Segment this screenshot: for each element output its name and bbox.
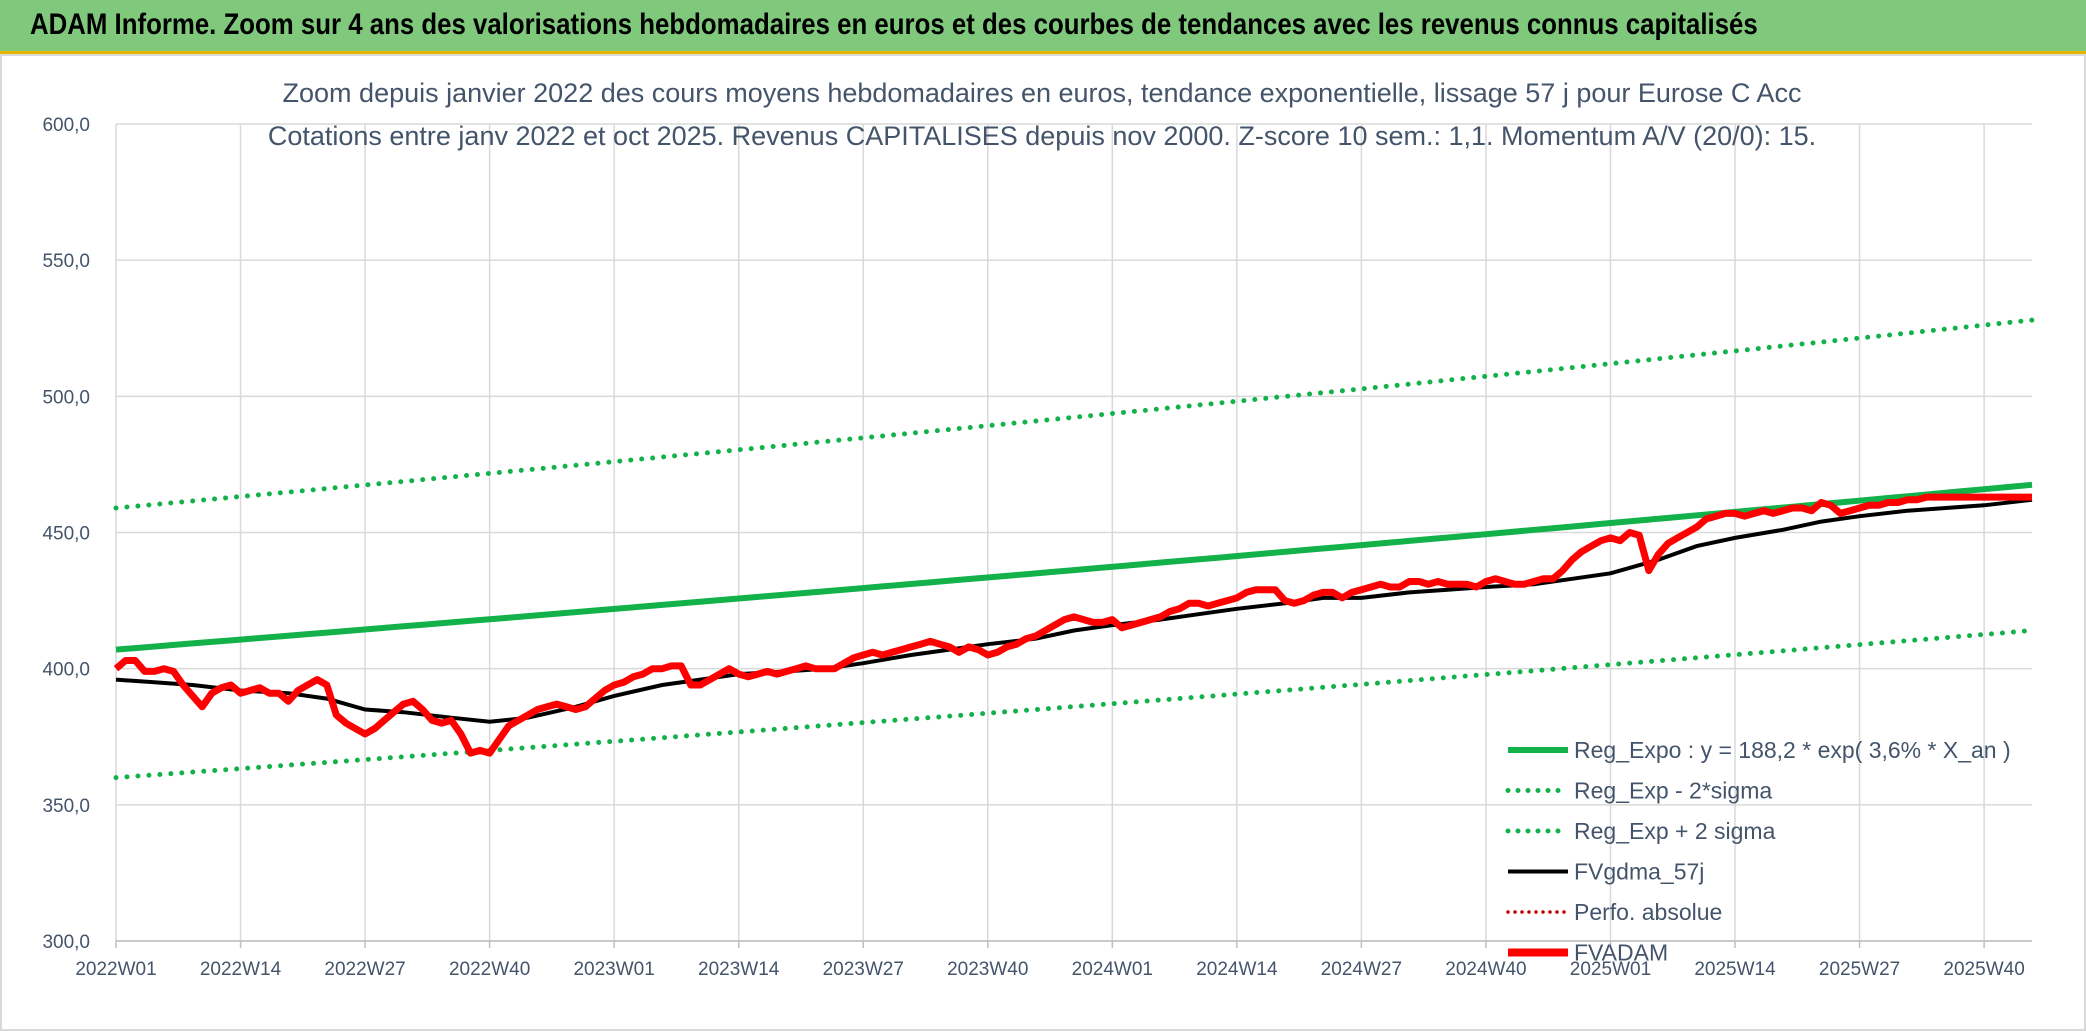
x-tick-label: 2024W27 [1321, 959, 1402, 980]
x-tick-label: 2024W14 [1196, 959, 1278, 980]
axis-labels: 300,0 350,0 400,0 450,0 500,0 550,0 600,0 2022W… [42, 115, 2024, 980]
banner-title: ADAM Informe. Zoom sur 4 ans des valoris… [30, 8, 1758, 41]
line-chart: 300,0 350,0 400,0 450,0 500,0 550,0 600,0 2022W… [42, 78, 2035, 980]
legend-label: Perfo. absolue [1574, 899, 1722, 925]
x-tick-label: 2022W01 [75, 959, 156, 980]
x-tick-label: 2023W27 [823, 959, 904, 980]
x-tick-label: 2023W40 [947, 959, 1028, 980]
x-tick-label: 2023W01 [573, 959, 654, 980]
legend: Reg_Expo : y = 188,2 * exp( 3,6% * X_an … [1505, 737, 2011, 966]
x-tick-label: 2025W27 [1819, 959, 1900, 980]
chart-area: 300,0 350,0 400,0 450,0 500,0 550,0 600,0 2022W… [0, 54, 2086, 1031]
legend-label: FVgdma_57j [1574, 859, 1704, 885]
x-tick-label: 2024W01 [1072, 959, 1153, 980]
legend-entry: Reg_Exp - 2*sigma [1505, 778, 1772, 804]
x-tick-label: 2022W14 [200, 959, 282, 980]
legend-label: Reg_Exp - 2*sigma [1574, 778, 1772, 804]
y-tick-label: 450,0 [42, 524, 90, 545]
grid-layer [115, 123, 2032, 948]
x-tick-label: 2022W40 [449, 959, 530, 980]
x-tick-label: 2024W40 [1445, 959, 1526, 980]
y-tick-label: 300,0 [42, 932, 90, 953]
series-fvadam [113, 493, 2032, 757]
y-tick-label: 400,0 [42, 660, 90, 681]
x-tick-label: 2022W27 [324, 959, 405, 980]
legend-entry: Reg_Expo : y = 188,2 * exp( 3,6% * X_an … [1508, 737, 2011, 763]
legend-label: Reg_Expo : y = 188,2 * exp( 3,6% * X_an … [1574, 737, 2011, 763]
series-layer [113, 317, 2035, 781]
x-tick-label: 2025W40 [1943, 959, 2024, 980]
x-tick-label: 2023W14 [698, 959, 780, 980]
series-reg-exp-minus-2sigma [113, 628, 2035, 781]
chart-title-line-1: Zoom depuis janvier 2022 des cours moyen… [283, 78, 1802, 108]
legend-entry: FVADAM [1508, 940, 1668, 966]
series-reg-exp-plus-2sigma [113, 317, 2035, 511]
legend-entry: Reg_Exp + 2 sigma [1505, 818, 1776, 844]
y-tick-label: 500,0 [42, 387, 90, 408]
y-tick-label: 600,0 [42, 115, 90, 136]
legend-entry: Perfo. absolue [1506, 899, 1722, 925]
x-tick-label: 2025W14 [1694, 959, 1776, 980]
y-tick-label: 550,0 [42, 251, 90, 272]
x-tick-label: 2025W01 [1570, 959, 1651, 980]
y-tick-label: 350,0 [42, 796, 90, 817]
series-reg-expo [115, 481, 2033, 653]
legend-entry: FVgdma_57j [1508, 859, 1704, 885]
series-fvgdma-57j [115, 497, 2033, 724]
chart-title-line-2: Cotations entre janv 2022 et oct 2025. R… [268, 121, 1816, 151]
legend-label: Reg_Exp + 2 sigma [1574, 818, 1776, 844]
legend-label: FVADAM [1574, 940, 1668, 966]
title-banner: ADAM Informe. Zoom sur 4 ans des valoris… [0, 0, 2086, 54]
